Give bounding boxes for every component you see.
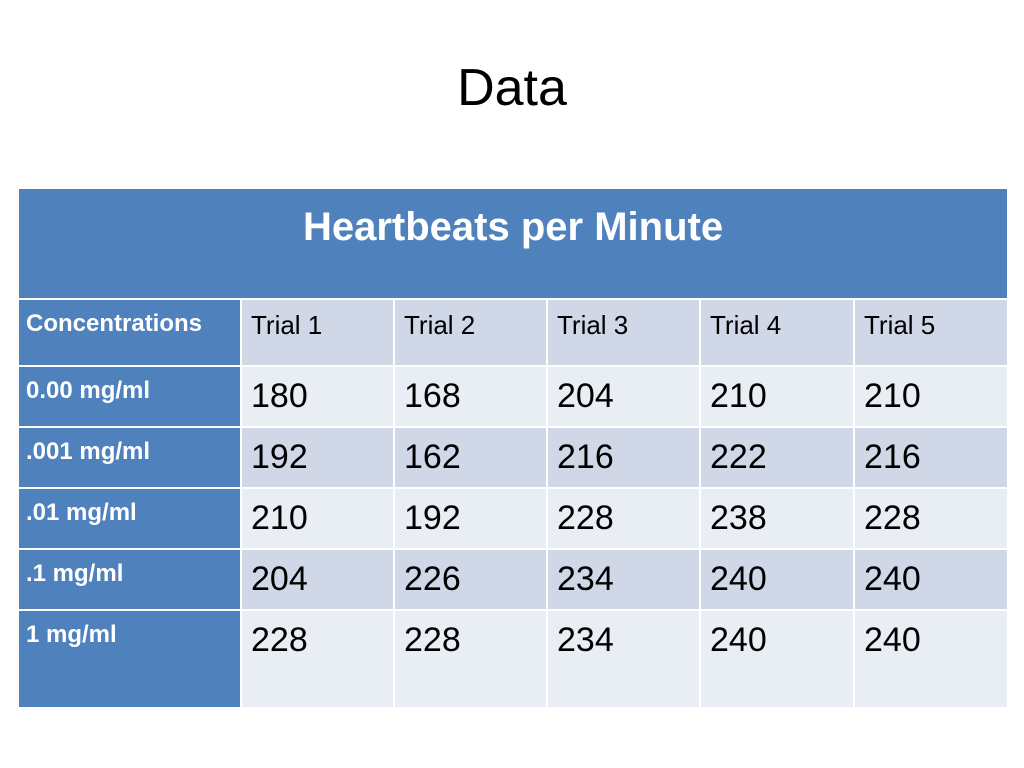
column-header-concentrations: Concentrations: [17, 298, 242, 367]
column-header-trial-2: Trial 2: [393, 298, 548, 367]
table-cell: 240: [699, 548, 855, 611]
row-label: 0.00 mg/ml: [17, 365, 242, 428]
table-cell: 238: [699, 487, 855, 550]
table-cell: 204: [546, 365, 701, 428]
table-header-row: Concentrations Trial 1 Trial 2 Trial 3 T…: [17, 298, 1010, 367]
row-label: .001 mg/ml: [17, 426, 242, 489]
table-cell: 234: [546, 548, 701, 611]
row-label: .01 mg/ml: [17, 487, 242, 550]
table-cell: 216: [546, 426, 701, 489]
table-cell: 210: [852, 365, 1010, 428]
table-row: .01 mg/ml 210 192 228 238 228: [17, 487, 1010, 550]
table-row: .1 mg/ml 204 226 234 240 240: [17, 548, 1010, 611]
table-cell: 240: [852, 609, 1010, 709]
table-cell: 192: [393, 487, 548, 550]
table-cell: 228: [852, 487, 1010, 550]
table-row: .001 mg/ml 192 162 216 222 216: [17, 426, 1010, 489]
table-cell: 192: [240, 426, 395, 489]
table-cell: 204: [240, 548, 395, 611]
column-header-trial-5: Trial 5: [852, 298, 1010, 367]
column-header-trial-3: Trial 3: [546, 298, 701, 367]
table-caption: Heartbeats per Minute: [16, 187, 1010, 300]
row-label: 1 mg/ml: [17, 609, 242, 709]
table-cell: 162: [393, 426, 548, 489]
table-row: 1 mg/ml 228 228 234 240 240: [17, 609, 1010, 709]
column-header-trial-1: Trial 1: [240, 298, 395, 367]
table-cell: 216: [852, 426, 1010, 489]
row-label: .1 mg/ml: [17, 548, 242, 611]
slide-title: Data: [457, 59, 567, 117]
table-cell: 210: [699, 365, 855, 428]
table-cell: 168: [393, 365, 548, 428]
table-cell: 228: [393, 609, 548, 709]
table-cell: 226: [393, 548, 548, 611]
table-cell: 222: [699, 426, 855, 489]
table-row: 0.00 mg/ml 180 168 204 210 210: [17, 365, 1010, 428]
table-cell: 234: [546, 609, 701, 709]
heartbeats-table: Heartbeats per Minute Concentrations Tri…: [16, 187, 1010, 709]
table-cell: 228: [240, 609, 395, 709]
table-cell: 240: [699, 609, 855, 709]
table-cell: 228: [546, 487, 701, 550]
table-cell: 180: [240, 365, 395, 428]
table-cell: 210: [240, 487, 395, 550]
table-cell: 240: [852, 548, 1010, 611]
column-header-trial-4: Trial 4: [699, 298, 855, 367]
